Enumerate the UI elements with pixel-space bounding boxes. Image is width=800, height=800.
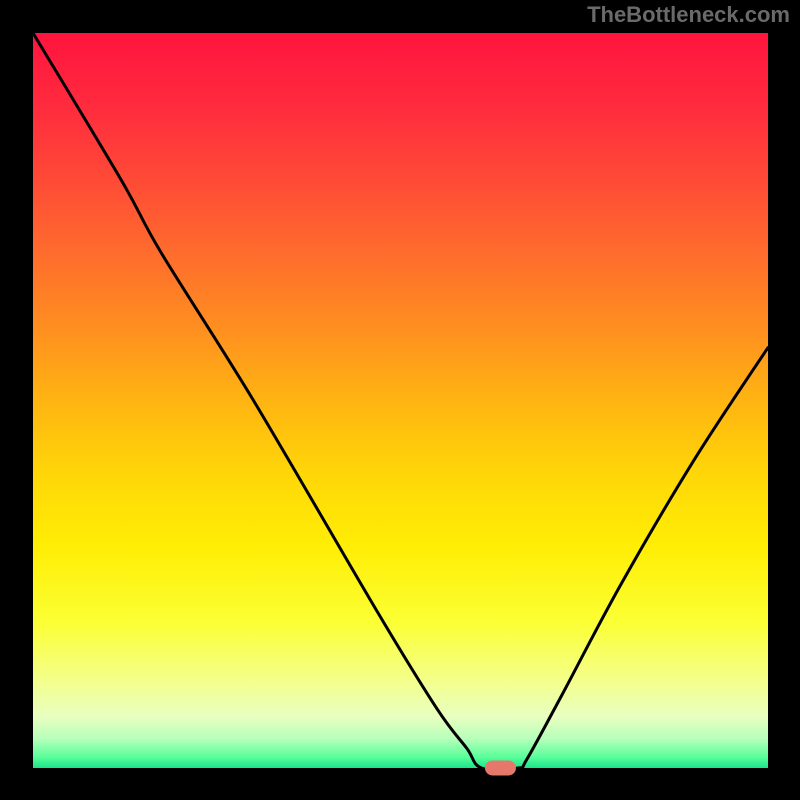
bottleneck-chart — [0, 0, 800, 800]
chart-container: TheBottleneck.com — [0, 0, 800, 800]
watermark-text: TheBottleneck.com — [587, 2, 790, 28]
chart-gradient-background — [33, 33, 768, 768]
optimal-point-marker — [485, 761, 515, 775]
